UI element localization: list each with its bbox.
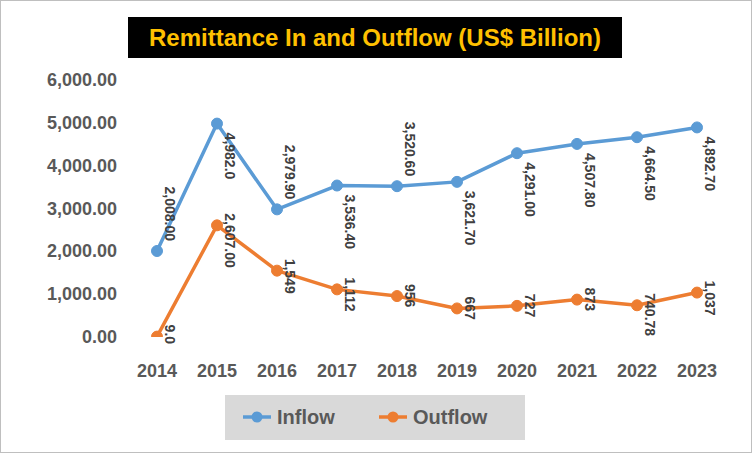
x-tick-label: 2015 [197,361,237,381]
series-marker [572,294,583,305]
legend-marker [252,412,263,423]
series-marker [152,245,163,256]
x-tick-label: 2020 [497,361,537,381]
data-label: 1,549 [282,259,298,294]
series-marker [692,122,703,133]
series-marker [692,287,703,298]
data-label: 2,979.90 [282,145,298,200]
x-tick-label: 2019 [437,361,477,381]
legend-label: Outflow [413,406,488,428]
y-tick-label: 6,000.00 [47,70,117,90]
data-label: 9.0 [162,325,178,345]
series-marker [512,300,523,311]
x-tick-label: 2023 [677,361,717,381]
title: Remittance In and Outflow (US$ Billion) [149,24,601,51]
legend-marker [388,412,399,423]
y-tick-label: 2,000.00 [47,241,117,261]
title-box [128,17,622,58]
data-label: 3,621.70 [462,191,478,246]
series-marker [272,204,283,215]
x-tick-label: 2017 [317,361,357,381]
y-tick [123,294,127,295]
series-marker [212,118,223,129]
series-marker [512,148,523,159]
data-label: 4,892.70 [702,136,718,191]
x-tick-label: 2022 [617,361,657,381]
data-label: 873 [582,288,598,312]
y-tick [123,122,127,123]
data-label: 3,520.60 [402,122,418,177]
series-marker [212,220,223,231]
y-tick [123,208,127,209]
chart: Remittance In and Outflow (US$ Billion) 0… [0,0,752,453]
series-marker [332,180,343,191]
data-label: 740.78 [642,293,658,336]
data-label: 3,536.40 [342,195,358,250]
legend-label: Inflow [277,406,335,428]
series-marker [332,284,343,295]
x-tick-label: 2014 [137,361,177,381]
data-label: 956 [402,284,418,308]
x-tick-label: 2016 [257,361,297,381]
data-label: 4,982.0 [222,133,238,180]
legend: Inflow Outflow [225,395,525,440]
data-label: 667 [462,296,478,320]
series-marker [392,291,403,302]
y-tick-label: 3,000.00 [47,199,117,219]
y-tick [123,165,127,166]
series-marker [632,132,643,143]
series-marker [452,303,463,314]
x-tick-label: 2021 [557,361,597,381]
data-label: 1,112 [342,277,358,311]
data-label: 2,607.00 [222,213,238,268]
y-tick [123,251,127,252]
chart-background [1,1,752,453]
y-tick [123,80,127,81]
data-label: 4,291.00 [522,162,538,217]
marks [152,118,703,337]
series-marker [572,138,583,149]
series-marker [452,176,463,187]
series-marker [152,331,163,337]
data-label: 1,037 [702,281,718,316]
y-tick [123,337,127,338]
series-marker [632,300,643,311]
data-label: 727 [522,294,538,318]
legend-box [225,395,525,440]
series-marker [272,265,283,276]
data-label: 4,664.50 [642,146,658,201]
data-labels: 2,008.00 4,982.0 2,979.90 3,536.40 3,520.60 3… [162,122,718,345]
y-tick-label: 1,000.00 [47,284,117,304]
data-label: 4,507.80 [582,153,598,208]
y-tick-label: 4,000.00 [47,156,117,176]
y-tick-label: 5,000.00 [47,113,117,133]
x-tick-label: 2018 [377,361,417,381]
data-label: 2,008.00 [162,186,178,241]
y-tick-label: 0.00 [82,327,117,347]
series-marker [392,181,403,192]
